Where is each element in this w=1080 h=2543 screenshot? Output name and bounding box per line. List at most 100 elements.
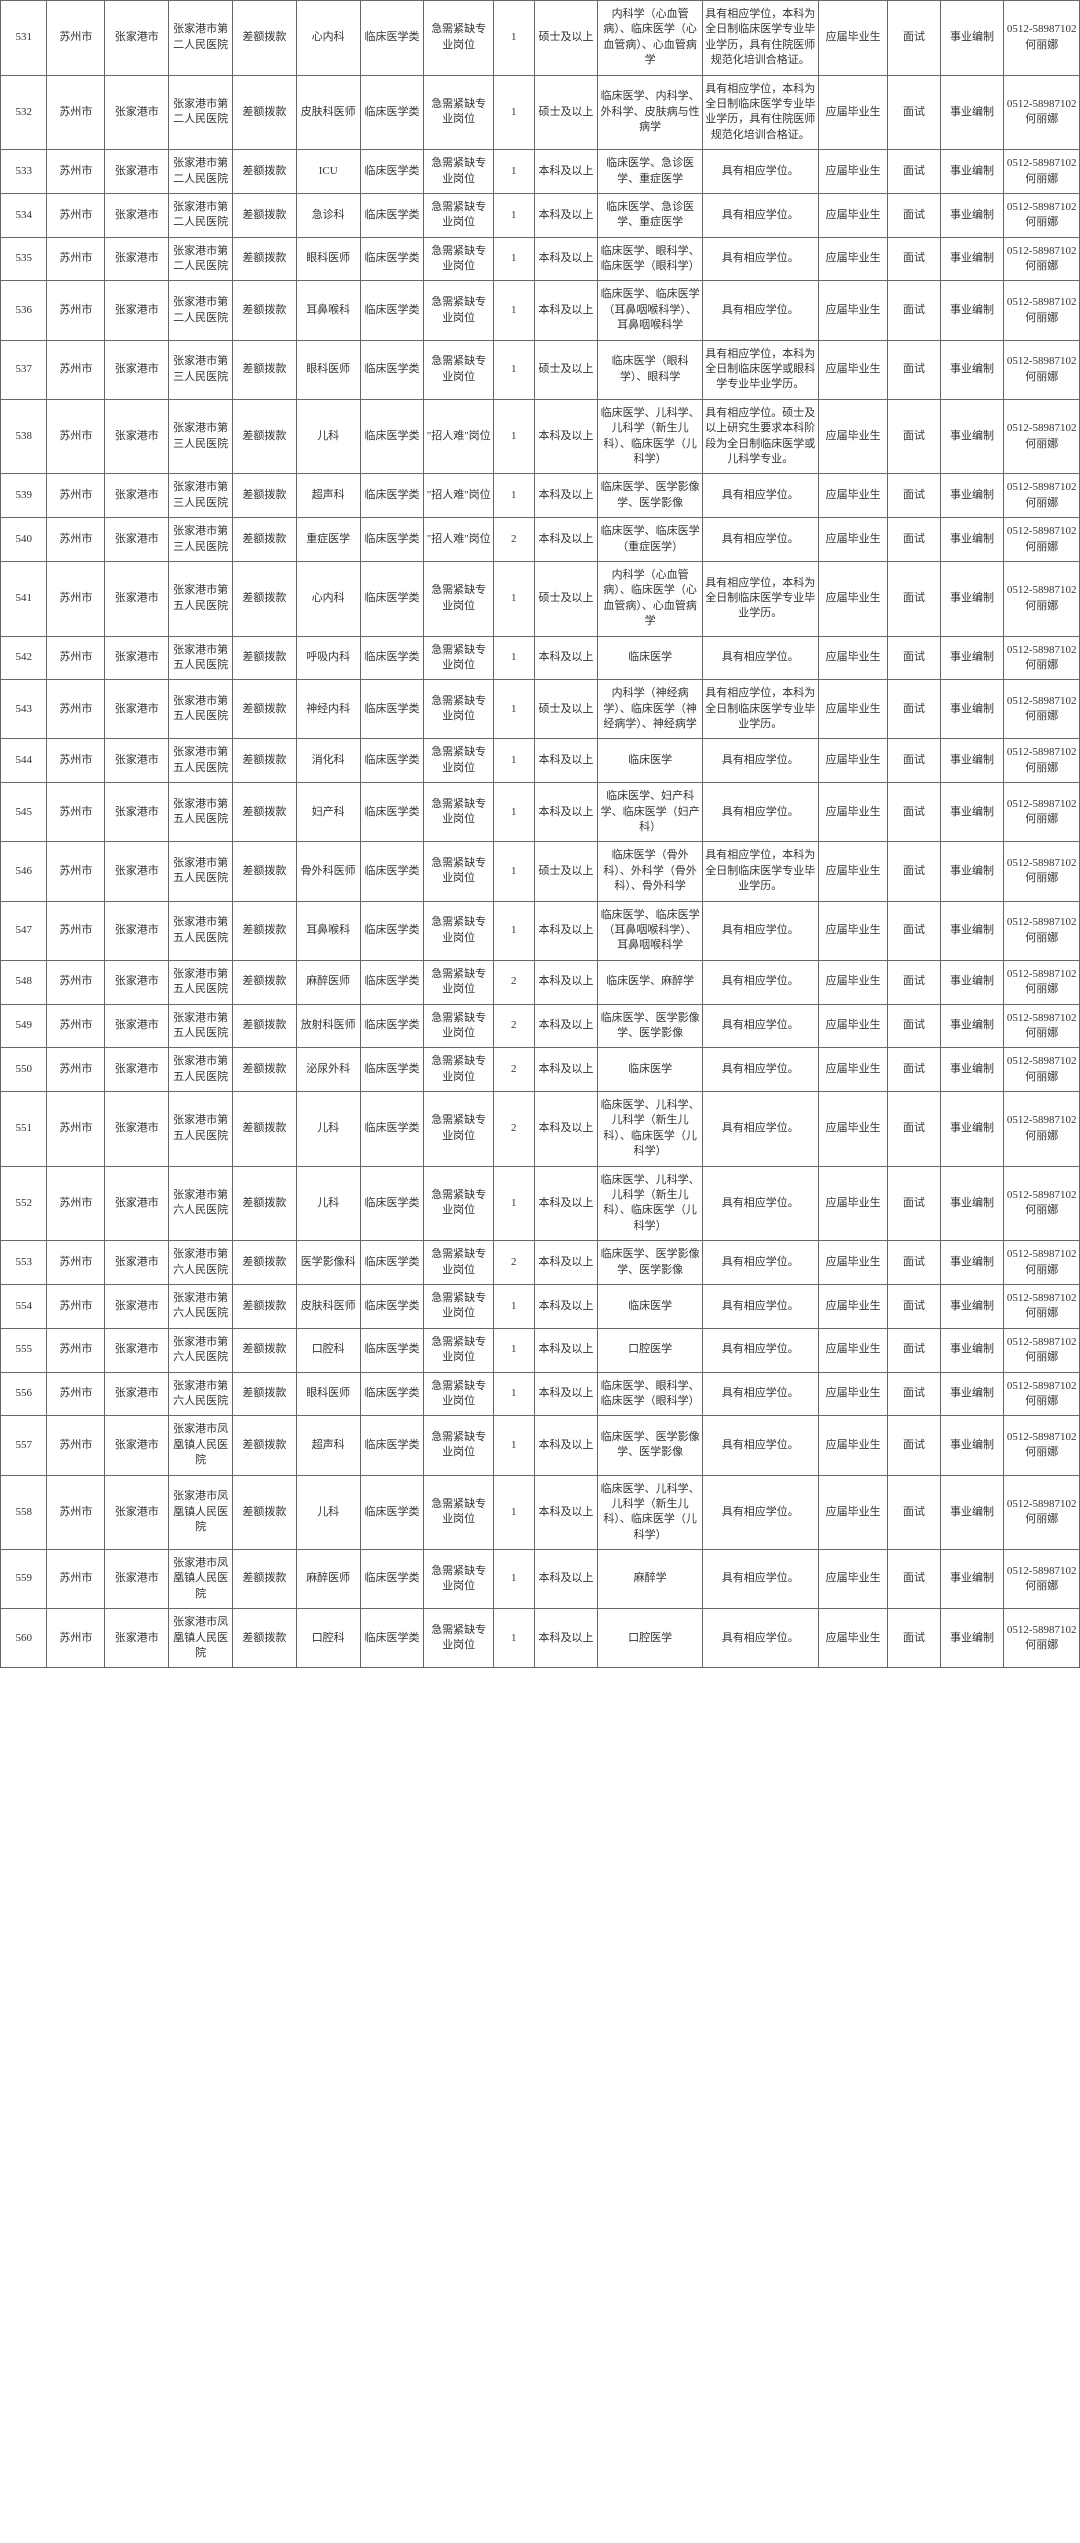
table-cell: 应届毕业生 bbox=[818, 75, 888, 150]
table-cell: 张家港市凤凰镇人民医院 bbox=[169, 1416, 233, 1475]
table-cell: 临床医学、医学影像学、医学影像 bbox=[598, 474, 702, 518]
table-cell: 张家港市凤凰镇人民医院 bbox=[169, 1550, 233, 1609]
table-cell: 神经内科 bbox=[296, 680, 360, 739]
table-cell: 张家港市 bbox=[105, 842, 169, 901]
table-cell: 事业编制 bbox=[940, 1092, 1004, 1167]
table-cell: 苏州市 bbox=[47, 1328, 105, 1372]
table-cell: 事业编制 bbox=[940, 1372, 1004, 1416]
table-row: 554苏州市张家港市张家港市第六人民医院差额拨款皮肤科医师临床医学类急需紧缺专业… bbox=[1, 1285, 1080, 1329]
table-cell: 550 bbox=[1, 1048, 47, 1092]
table-cell: 面试 bbox=[888, 739, 940, 783]
table-cell: 事业编制 bbox=[940, 1, 1004, 76]
table-cell: 硕士及以上 bbox=[534, 561, 598, 636]
table-cell: 差额拨款 bbox=[233, 399, 297, 474]
table-cell: 临床医学、眼科学、临床医学（眼科学） bbox=[598, 1372, 702, 1416]
table-cell: 硕士及以上 bbox=[534, 340, 598, 399]
recruitment-table: 531苏州市张家港市张家港市第二人民医院差额拨款心内科临床医学类急需紧缺专业岗位… bbox=[0, 0, 1080, 1668]
table-cell: 差额拨款 bbox=[233, 281, 297, 340]
table-cell: 0512-58987102 何丽娜 bbox=[1004, 1241, 1080, 1285]
table-cell: 差额拨款 bbox=[233, 1475, 297, 1550]
table-cell: 苏州市 bbox=[47, 1166, 105, 1241]
table-cell: 急需紧缺专业岗位 bbox=[424, 1166, 494, 1241]
table-cell: 1 bbox=[494, 193, 535, 237]
table-cell: 具有相应学位，本科为全日制临床医学专业毕业学历，具有住院医师规范化培训合格证。 bbox=[702, 1, 818, 76]
table-cell: 533 bbox=[1, 150, 47, 194]
table-cell: 急需紧缺专业岗位 bbox=[424, 1, 494, 76]
table-row: 541苏州市张家港市张家港市第五人民医院差额拨款心内科临床医学类急需紧缺专业岗位… bbox=[1, 561, 1080, 636]
table-cell: 差额拨款 bbox=[233, 150, 297, 194]
table-cell: "招人难"岗位 bbox=[424, 518, 494, 562]
table-cell: 面试 bbox=[888, 1, 940, 76]
table-cell: 具有相应学位。 bbox=[702, 281, 818, 340]
table-cell: 应届毕业生 bbox=[818, 1550, 888, 1609]
table-cell: 具有相应学位，本科为全日制临床医学或眼科学专业毕业学历。 bbox=[702, 340, 818, 399]
table-cell: 差额拨款 bbox=[233, 1, 297, 76]
table-cell: 苏州市 bbox=[47, 75, 105, 150]
table-cell: 临床医学（骨外科）、外科学（骨外科）、骨外科学 bbox=[598, 842, 702, 901]
table-cell: 口腔科 bbox=[296, 1328, 360, 1372]
table-cell: 心内科 bbox=[296, 1, 360, 76]
table-cell: 具有相应学位，本科为全日制临床医学专业毕业学历，具有住院医师规范化培训合格证。 bbox=[702, 75, 818, 150]
table-row: 545苏州市张家港市张家港市第五人民医院差额拨款妇产科临床医学类急需紧缺专业岗位… bbox=[1, 783, 1080, 842]
table-cell: 具有相应学位。 bbox=[702, 1475, 818, 1550]
table-cell: 具有相应学位。 bbox=[702, 237, 818, 281]
table-cell: 临床医学、急诊医学、重症医学 bbox=[598, 150, 702, 194]
table-cell: 事业编制 bbox=[940, 1550, 1004, 1609]
table-cell: 临床医学 bbox=[598, 636, 702, 680]
table-cell: 临床医学、医学影像学、医学影像 bbox=[598, 1241, 702, 1285]
table-cell: 重症医学 bbox=[296, 518, 360, 562]
table-cell: 临床医学类 bbox=[360, 1, 424, 76]
table-cell: 张家港市 bbox=[105, 1092, 169, 1167]
table-cell: 0512-58987102 何丽娜 bbox=[1004, 680, 1080, 739]
table-cell: 呼吸内科 bbox=[296, 636, 360, 680]
table-cell: 本科及以上 bbox=[534, 518, 598, 562]
table-cell: 张家港市 bbox=[105, 636, 169, 680]
table-cell: 1 bbox=[494, 399, 535, 474]
table-cell: 临床医学类 bbox=[360, 561, 424, 636]
table-cell: 临床医学类 bbox=[360, 636, 424, 680]
table-cell: 面试 bbox=[888, 1328, 940, 1372]
table-cell: 急需紧缺专业岗位 bbox=[424, 193, 494, 237]
table-cell: 0512-58987102 何丽娜 bbox=[1004, 1285, 1080, 1329]
table-cell: 苏州市 bbox=[47, 1, 105, 76]
table-cell: 苏州市 bbox=[47, 1092, 105, 1167]
table-cell: 538 bbox=[1, 399, 47, 474]
table-cell: 张家港市 bbox=[105, 340, 169, 399]
table-cell: 1 bbox=[494, 1328, 535, 1372]
table-cell: 儿科 bbox=[296, 1092, 360, 1167]
table-cell: 急需紧缺专业岗位 bbox=[424, 680, 494, 739]
table-cell: 0512-58987102 何丽娜 bbox=[1004, 1550, 1080, 1609]
table-cell: 硕士及以上 bbox=[534, 75, 598, 150]
table-cell: 531 bbox=[1, 1, 47, 76]
table-cell: 临床医学、医学影像学、医学影像 bbox=[598, 1004, 702, 1048]
table-cell: 苏州市 bbox=[47, 150, 105, 194]
table-cell: 本科及以上 bbox=[534, 193, 598, 237]
table-cell: 临床医学类 bbox=[360, 960, 424, 1004]
table-cell: 具有相应学位。 bbox=[702, 1166, 818, 1241]
table-cell: 1 bbox=[494, 901, 535, 960]
table-cell: 差额拨款 bbox=[233, 75, 297, 150]
table-cell: 张家港市 bbox=[105, 680, 169, 739]
table-cell: 事业编制 bbox=[940, 150, 1004, 194]
table-cell: 面试 bbox=[888, 1048, 940, 1092]
table-cell: 苏州市 bbox=[47, 518, 105, 562]
table-cell: 542 bbox=[1, 636, 47, 680]
table-cell: 应届毕业生 bbox=[818, 193, 888, 237]
table-cell: 急需紧缺专业岗位 bbox=[424, 1241, 494, 1285]
table-cell: 面试 bbox=[888, 680, 940, 739]
table-cell: 临床医学类 bbox=[360, 237, 424, 281]
table-cell: 临床医学类 bbox=[360, 1328, 424, 1372]
table-cell: 1 bbox=[494, 680, 535, 739]
table-cell: 内科学（心血管病）、临床医学（心血管病）、心血管病学 bbox=[598, 561, 702, 636]
table-cell: 苏州市 bbox=[47, 340, 105, 399]
table-cell: 张家港市 bbox=[105, 561, 169, 636]
table-cell: 532 bbox=[1, 75, 47, 150]
table-cell: 临床医学类 bbox=[360, 281, 424, 340]
table-cell: 硕士及以上 bbox=[534, 680, 598, 739]
table-cell: 本科及以上 bbox=[534, 399, 598, 474]
table-cell: 临床医学类 bbox=[360, 1092, 424, 1167]
table-cell: 应届毕业生 bbox=[818, 842, 888, 901]
table-cell: 事业编制 bbox=[940, 340, 1004, 399]
table-cell: 临床医学类 bbox=[360, 783, 424, 842]
table-cell: 0512-58987102 何丽娜 bbox=[1004, 193, 1080, 237]
